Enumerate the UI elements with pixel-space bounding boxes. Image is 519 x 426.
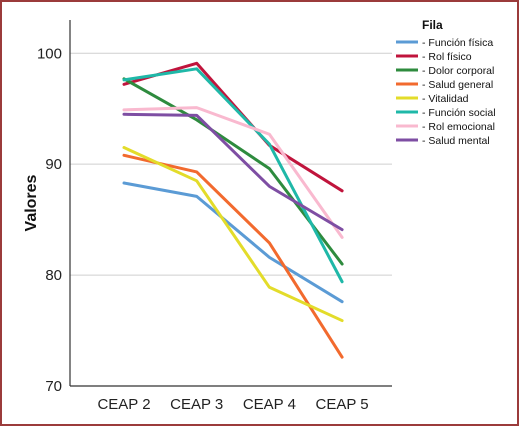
legend-label: - Función social <box>422 107 496 119</box>
series-line <box>122 112 344 232</box>
legend-label: - Rol físico <box>422 51 472 63</box>
series-line <box>122 77 344 266</box>
series-line <box>122 181 344 304</box>
y-tick-label: 70 <box>45 378 62 395</box>
legend-title: Fila <box>422 18 443 32</box>
legend-label: - Dolor corporal <box>422 65 494 77</box>
legend-label: - Rol emocional <box>422 121 495 133</box>
y-tick-label: 100 <box>37 45 62 62</box>
legend-label: - Salud mental <box>422 135 490 147</box>
y-tick-label: 90 <box>45 156 62 173</box>
y-tick-label: 80 <box>45 267 62 284</box>
x-tick-label: CEAP 5 <box>316 396 369 413</box>
x-tick-label: CEAP 4 <box>243 396 296 413</box>
x-tick-label: CEAP 2 <box>97 396 150 413</box>
y-axis-title: Valores <box>23 174 40 231</box>
legend-label: - Función física <box>422 37 493 49</box>
series-line <box>122 67 344 284</box>
x-tick-label: CEAP 3 <box>170 396 223 413</box>
legend-label: - Salud general <box>422 79 493 91</box>
series-line <box>122 61 344 193</box>
series-line <box>122 153 344 359</box>
series-line <box>122 146 344 323</box>
legend-label: - Vitalidad <box>422 93 469 105</box>
series-line <box>122 106 344 239</box>
